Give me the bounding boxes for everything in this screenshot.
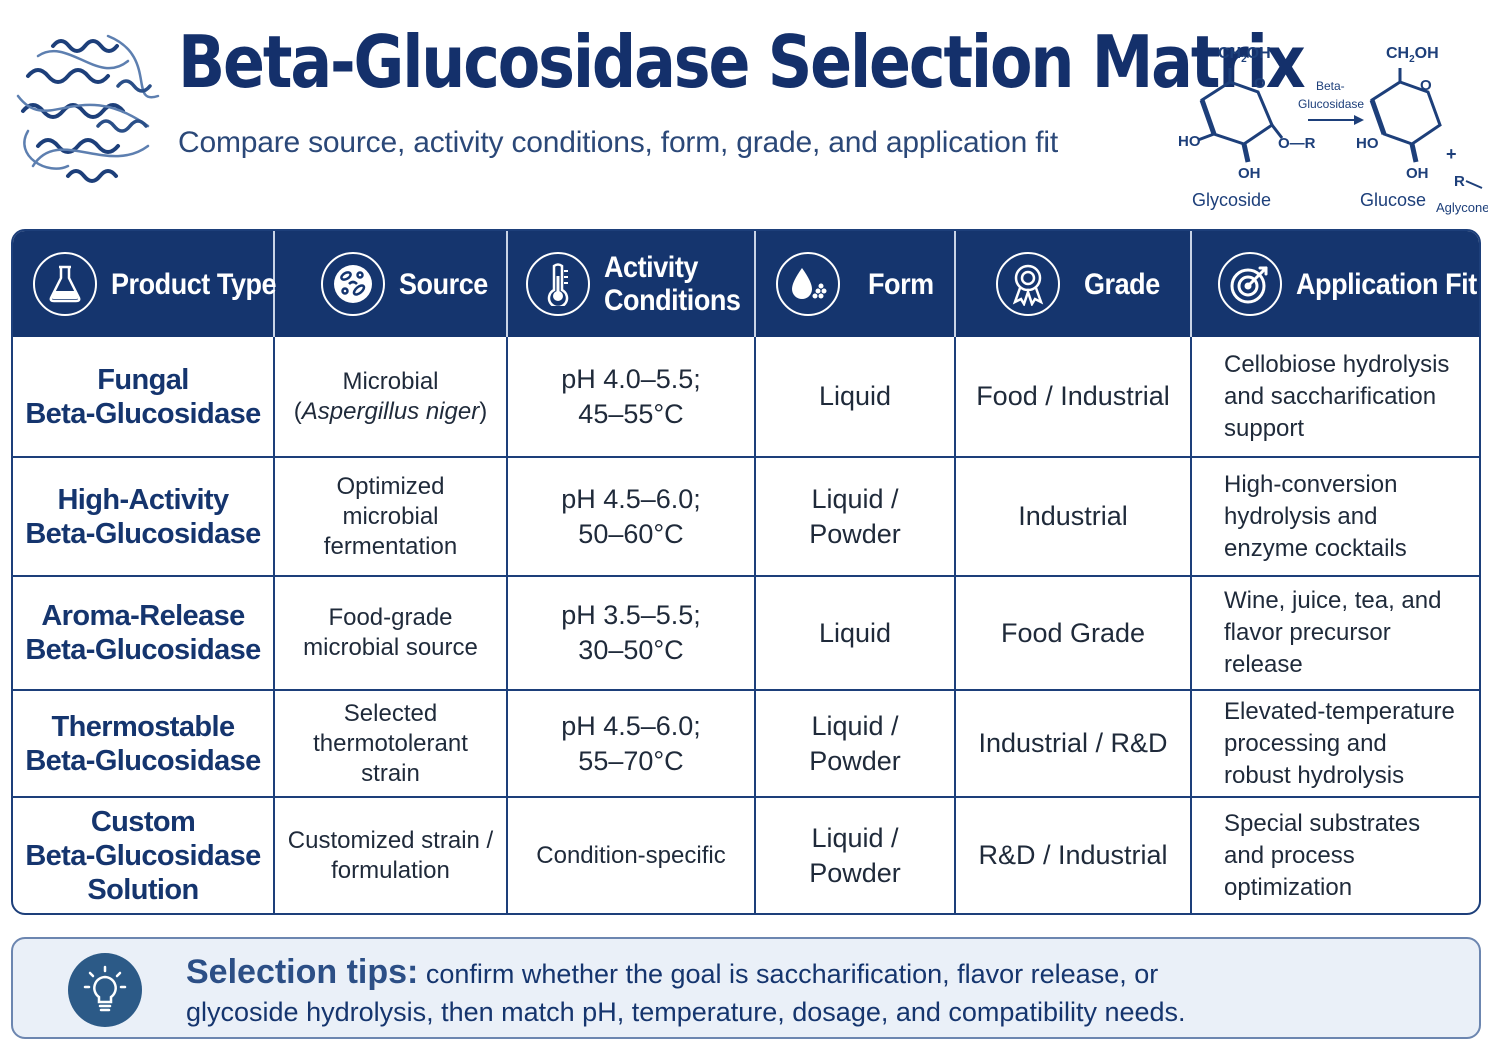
source-cell: Selected thermotolerant strain [275,691,508,796]
table-row: Aroma-Release Beta-Glucosidase Food-grade… [13,575,1479,689]
grade-cell: Industrial / R&D [956,691,1192,796]
substrate-oh-label: OH [1238,165,1261,182]
form-cell: Liquid [756,337,956,456]
column-header-label: Grade [1084,267,1160,301]
grade-cell: Food / Industrial [956,337,1192,456]
activity-conditions-cell: pH 4.0–5.5; 45–55°C [508,337,756,456]
form-cell: Liquid [756,577,956,689]
activity-conditions-cell: pH 4.5–6.0; 55–70°C [508,691,756,796]
reaction-plus-label: + [1446,144,1457,164]
table-row: Thermostable Beta-Glucosidase Selected the… [13,689,1479,796]
grade-cell: Food Grade [956,577,1192,689]
product-type-cell: Aroma-Release Beta-Glucosidase [13,577,275,689]
table-header-row: Product Type Source Activity Conditions F… [13,231,1479,337]
table-row: High-Activity Beta-Glucosidase Optimized m… [13,456,1479,575]
microbe-dish-icon [321,252,385,316]
aglycone-label: Aglycone [1436,200,1488,215]
protein-ribbon-icon [16,34,160,183]
application-fit-cell: High-conversion hydrolysis and enzyme cock… [1224,470,1407,562]
enzyme-label-line1: Beta- [1316,79,1345,93]
droplet-powder-icon [776,252,840,316]
selection-tips-text: Selection tips: confirm whether the goal… [186,953,1186,1027]
column-header-grade: Grade [956,231,1192,337]
substrate-ring-oxygen-label: O [1254,75,1266,92]
selection-matrix-table: Product Type Source Activity Conditions F… [11,229,1481,915]
substrate-ch2oh-label: CH2OH [1218,45,1271,65]
substrate-label: Glycoside [1192,190,1271,210]
page-header: Beta-Glucosidase Selection Matrix Compar… [0,0,1491,222]
product-type-cell: High-Activity Beta-Glucosidase [13,458,275,575]
column-header-product-type: Product Type [13,231,277,337]
flask-icon [33,252,97,316]
grade-cell: Industrial [956,458,1192,575]
award-badge-icon [996,252,1060,316]
target-icon [1218,252,1282,316]
column-header-source: Source [275,231,508,337]
product-label: Glucose [1360,190,1426,210]
column-header-label: Source [399,267,488,301]
product-type-cell: Fungal Beta-Glucosidase [13,337,275,456]
substrate-ho-label: HO [1178,133,1201,150]
application-fit-cell: Wine, juice, tea, and flavor precursor rel… [1224,587,1442,678]
product-oh-label: OH [1406,165,1429,182]
column-header-label: Application Fit [1296,267,1477,301]
page-subtitle: Compare source, activity conditions, for… [178,126,1058,159]
enzyme-label-line2: Glucosidase [1298,97,1364,111]
grade-cell: R&D / Industrial [956,798,1192,913]
column-header-application-fit: Application Fit [1192,231,1479,337]
source-cell: Microbial (Aspergillus niger) [275,337,508,456]
source-cell: Optimized microbial fermentation [275,458,508,575]
form-cell: Liquid / Powder [756,691,956,796]
product-ch2oh-label: CH2OH [1386,45,1439,65]
reaction-arrow-icon [1308,115,1364,125]
application-fit-cell: Special substrates and process optimizatio… [1224,809,1421,901]
column-header-label: Activity Conditions [604,251,741,317]
thermometer-icon [526,252,590,316]
form-cell: Liquid / Powder [756,458,956,575]
column-header-label: Product Type [111,267,277,301]
application-fit-cell: Elevated-temperature processing and robust… [1224,697,1455,789]
hydrolysis-reaction-diagram: CH2OH O HO OH O—R Glycoside Beta- Glucos… [1178,45,1488,215]
column-header-activity-conditions: Activity Conditions [508,231,756,337]
form-cell: Liquid / Powder [756,798,956,913]
table-row: Fungal Beta-Glucosidase Microbial (Aspergi… [13,337,1479,456]
product-ring-oxygen-label: O [1420,77,1432,94]
activity-conditions-cell: pH 3.5–5.5; 30–50°C [508,577,756,689]
product-type-cell: Custom Beta-Glucosidase Solution [13,798,275,913]
activity-conditions-cell: Condition-specific [508,798,756,913]
selection-tips-label: Selection tips: [186,953,419,991]
product-type-cell: Thermostable Beta-Glucosidase [13,691,275,796]
lightbulb-icon [68,953,142,1027]
source-cell: Food-grade microbial source [275,577,508,689]
column-header-form: Form [756,231,956,337]
activity-conditions-cell: pH 4.5–6.0; 50–60°C [508,458,756,575]
selection-tips-box: Selection tips: confirm whether the goal… [11,937,1481,1039]
product-ho-label: HO [1356,135,1379,152]
source-cell: Customized strain / formulation [275,798,508,913]
application-fit-cell: Cellobiose hydrolysis and saccharificatio… [1224,350,1450,442]
page-title: Beta-Glucosidase Selection Matrix [178,20,1306,104]
column-header-label: Form [868,267,934,301]
aglycone-r-label: R [1454,173,1465,190]
table-row: Custom Beta-Glucosidase Solution Customize… [13,796,1479,913]
substrate-or-label: O—R [1278,135,1316,152]
